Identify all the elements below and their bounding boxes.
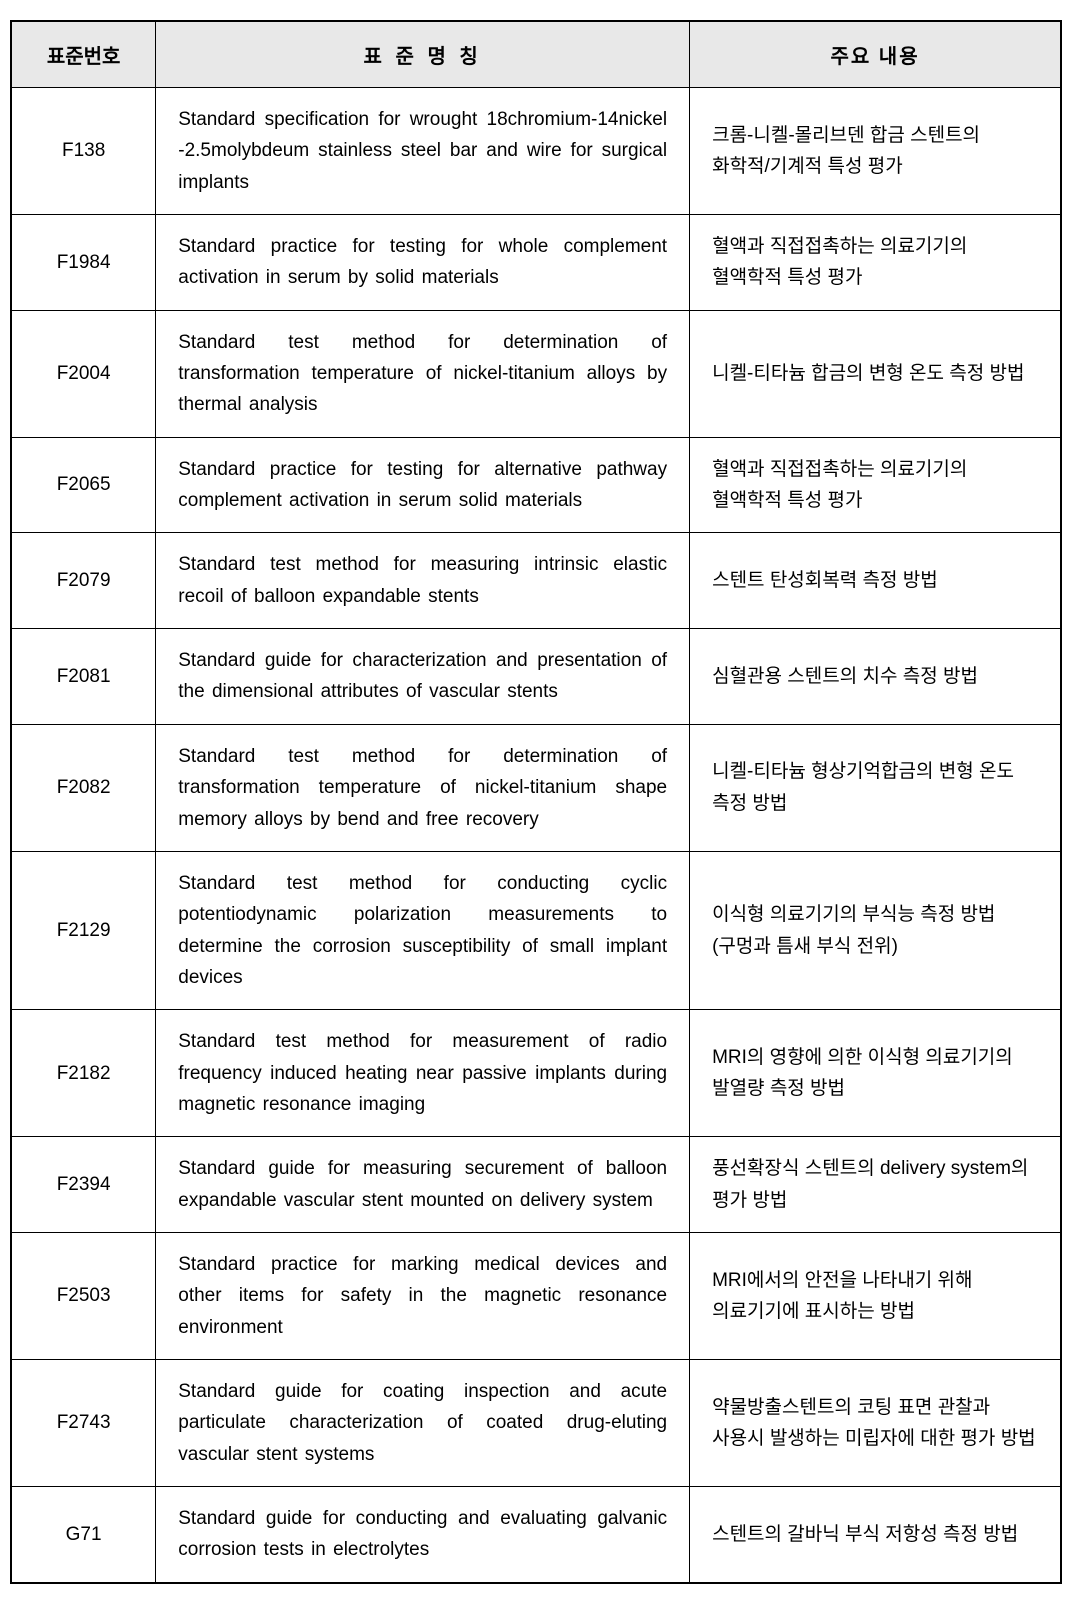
cell-standard-number: F2065 bbox=[11, 437, 156, 533]
cell-main-content: 혈액과 직접접촉하는 의료기기의 혈액학적 특성 평가 bbox=[690, 215, 1061, 311]
cell-standard-name: Standard test method for determination o… bbox=[156, 724, 690, 851]
table-header: 표준번호 표 준 명 칭 주요 내용 bbox=[11, 21, 1061, 88]
header-standard-number: 표준번호 bbox=[11, 21, 156, 88]
cell-standard-number: F2129 bbox=[11, 851, 156, 1009]
cell-main-content: 스텐트의 갈바닉 부식 저항성 측정 방법 bbox=[690, 1487, 1061, 1583]
table-row: F2004 Standard test method for determina… bbox=[11, 310, 1061, 437]
cell-standard-name: Standard guide for conducting and evalua… bbox=[156, 1487, 690, 1583]
cell-standard-name: Standard guide for coating inspection an… bbox=[156, 1359, 690, 1486]
table-row: F2743 Standard guide for coating inspect… bbox=[11, 1359, 1061, 1486]
table-row: F2081 Standard guide for characterizatio… bbox=[11, 629, 1061, 725]
cell-standard-name: Standard test method for determination o… bbox=[156, 310, 690, 437]
cell-standard-name: Standard specification for wrought 18chr… bbox=[156, 88, 690, 215]
cell-standard-number: F2182 bbox=[11, 1010, 156, 1137]
table-row: F2503 Standard practice for marking medi… bbox=[11, 1232, 1061, 1359]
cell-standard-name: Standard test method for conducting cycl… bbox=[156, 851, 690, 1009]
table-row: F1984 Standard practice for testing for … bbox=[11, 215, 1061, 311]
cell-main-content: 니켈-티타늄 합금의 변형 온도 측정 방법 bbox=[690, 310, 1061, 437]
table-row: F2394 Standard guide for measuring secur… bbox=[11, 1137, 1061, 1233]
cell-standard-name: Standard practice for marking medical de… bbox=[156, 1232, 690, 1359]
cell-standard-number: F2743 bbox=[11, 1359, 156, 1486]
table-row: F2082 Standard test method for determina… bbox=[11, 724, 1061, 851]
cell-main-content: 약물방출스텐트의 코팅 표면 관찰과 사용시 발생하는 미립자에 대한 평가 방… bbox=[690, 1359, 1061, 1486]
cell-standard-name: Standard guide for characterization and … bbox=[156, 629, 690, 725]
cell-standard-name: Standard guide for measuring securement … bbox=[156, 1137, 690, 1233]
table-body: F138 Standard specification for wrought … bbox=[11, 88, 1061, 1583]
cell-standard-number: F2082 bbox=[11, 724, 156, 851]
header-row: 표준번호 표 준 명 칭 주요 내용 bbox=[11, 21, 1061, 88]
cell-standard-number: G71 bbox=[11, 1487, 156, 1583]
header-main-content: 주요 내용 bbox=[690, 21, 1061, 88]
cell-main-content: 혈액과 직접접촉하는 의료기기의 혈액학적 특성 평가 bbox=[690, 437, 1061, 533]
cell-standard-name: Standard practice for testing for altern… bbox=[156, 437, 690, 533]
table-row: G71 Standard guide for conducting and ev… bbox=[11, 1487, 1061, 1583]
cell-standard-number: F2081 bbox=[11, 629, 156, 725]
cell-standard-number: F2004 bbox=[11, 310, 156, 437]
cell-main-content: 이식형 의료기기의 부식능 측정 방법 (구멍과 틈새 부식 전위) bbox=[690, 851, 1061, 1009]
table-row: F2079 Standard test method for measuring… bbox=[11, 533, 1061, 629]
cell-main-content: 풍선확장식 스텐트의 delivery system의 평가 방법 bbox=[690, 1137, 1061, 1233]
cell-standard-number: F138 bbox=[11, 88, 156, 215]
standards-table: 표준번호 표 준 명 칭 주요 내용 F138 Standard specifi… bbox=[10, 20, 1062, 1584]
cell-main-content: MRI의 영향에 의한 이식형 의료기기의 발열량 측정 방법 bbox=[690, 1010, 1061, 1137]
cell-standard-number: F2503 bbox=[11, 1232, 156, 1359]
standards-table-container: 표준번호 표 준 명 칭 주요 내용 F138 Standard specifi… bbox=[10, 20, 1062, 1584]
cell-main-content: 크롬-니켈-몰리브덴 합금 스텐트의 화학적/기계적 특성 평가 bbox=[690, 88, 1061, 215]
cell-main-content: 니켈-티타늄 형상기억합금의 변형 온도 측정 방법 bbox=[690, 724, 1061, 851]
cell-standard-name: Standard test method for measurement of … bbox=[156, 1010, 690, 1137]
cell-main-content: MRI에서의 안전을 나타내기 위해 의료기기에 표시하는 방법 bbox=[690, 1232, 1061, 1359]
table-row: F2129 Standard test method for conductin… bbox=[11, 851, 1061, 1009]
table-row: F2065 Standard practice for testing for … bbox=[11, 437, 1061, 533]
cell-standard-name: Standard practice for testing for whole … bbox=[156, 215, 690, 311]
table-row: F2182 Standard test method for measureme… bbox=[11, 1010, 1061, 1137]
header-standard-name: 표 준 명 칭 bbox=[156, 21, 690, 88]
cell-standard-number: F2079 bbox=[11, 533, 156, 629]
cell-main-content: 스텐트 탄성회복력 측정 방법 bbox=[690, 533, 1061, 629]
cell-standard-number: F2394 bbox=[11, 1137, 156, 1233]
table-row: F138 Standard specification for wrought … bbox=[11, 88, 1061, 215]
cell-standard-number: F1984 bbox=[11, 215, 156, 311]
cell-main-content: 심혈관용 스텐트의 치수 측정 방법 bbox=[690, 629, 1061, 725]
cell-standard-name: Standard test method for measuring intri… bbox=[156, 533, 690, 629]
